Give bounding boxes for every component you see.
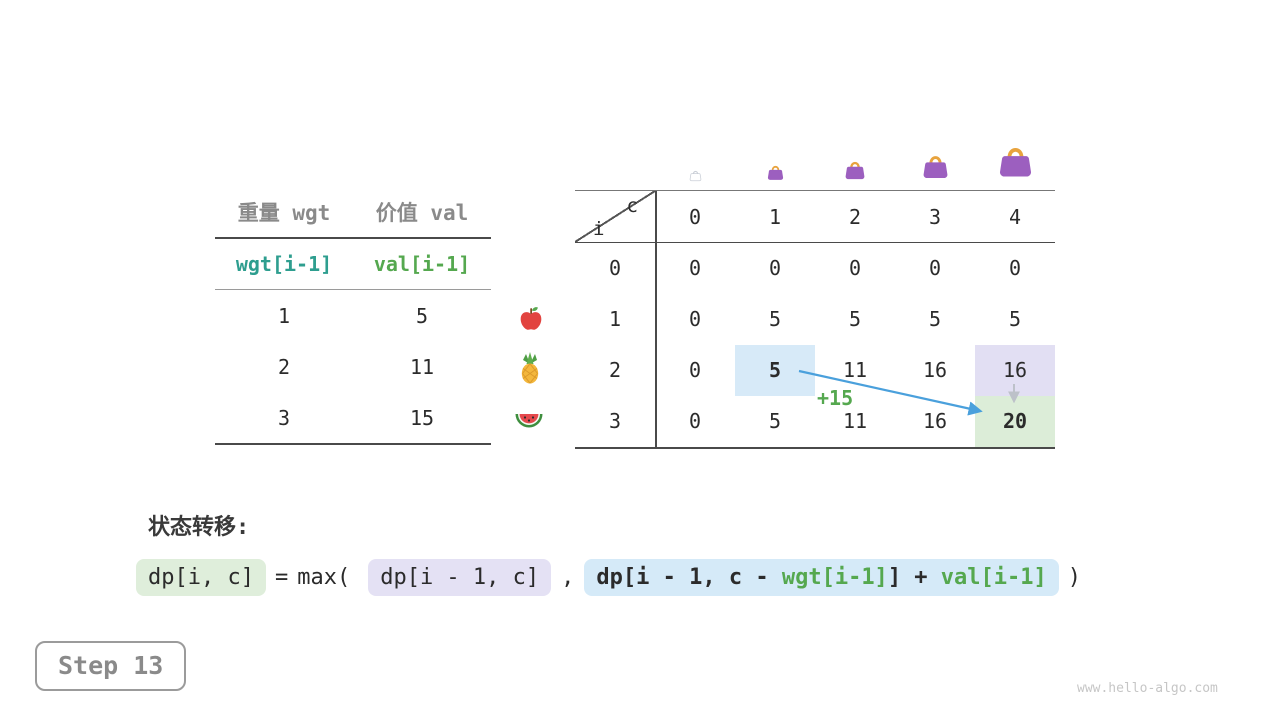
item-value: 11 — [409, 354, 435, 379]
dp-row-header: 3 — [608, 409, 622, 433]
dp-cell: 0 — [688, 409, 702, 433]
dp-cell-source-highlight: 5 — [735, 345, 815, 396]
formula-val-term: val[i-1] — [940, 565, 1047, 590]
bag-slot-2 — [815, 157, 895, 186]
dp-cell: 16 — [922, 409, 948, 433]
row-variable-label: i — [593, 218, 605, 240]
apple-icon — [520, 307, 542, 330]
item-weight: 3 — [277, 405, 291, 430]
dp-cell: 0 — [848, 256, 862, 280]
bag-large-icon — [923, 156, 947, 179]
dp-table: c i 0 1 2 3 4 0 0 0 0 0 0 1 0 5 5 5 5 2 — [575, 190, 1055, 449]
formula-max-open: max( — [297, 565, 351, 590]
corner-diagonal — [575, 191, 655, 242]
items-table: 重量 wgt 价值 val wgt[i-1] val[i-1] 1 5 2 11… — [215, 187, 491, 445]
dp-cell: 16 — [922, 358, 948, 382]
formula-lhs: dp[i, c] — [136, 559, 266, 596]
dp-cell: 11 — [842, 409, 868, 433]
dp-row-header: 0 — [608, 256, 622, 280]
dp-cell: 5 — [768, 409, 782, 433]
dp-row-header: 2 — [608, 358, 622, 382]
plus-value-label: +15 — [817, 386, 854, 410]
dp-cell-result-highlight: 20 — [975, 396, 1055, 447]
capacity-bags-row — [655, 126, 1055, 186]
bag-ghost-icon — [689, 170, 701, 182]
dp-table-header-row: c i 0 1 2 3 4 — [575, 191, 1055, 243]
val-formula-cell: val[i-1] — [373, 252, 471, 276]
dp-cell: 5 — [848, 307, 862, 331]
dp-cell: 5 — [768, 307, 782, 331]
pineapple-icon — [521, 352, 539, 384]
bag-slot-4 — [975, 140, 1055, 186]
dp-cell: 0 — [1008, 256, 1022, 280]
step-indicator: Step 13 — [35, 641, 187, 691]
items-col-weight-header: 重量 wgt — [237, 201, 331, 225]
items-table-row: 1 5 — [215, 290, 491, 341]
watermelon-icon — [515, 414, 543, 428]
formula-arg1: dp[i - 1, c] — [368, 559, 552, 596]
transition-formula: dp[i, c] = max( dp[i - 1, c] , dp[i - 1,… — [136, 559, 1081, 596]
dp-cell-compare-highlight: 16 — [975, 345, 1055, 396]
wgt-formula-cell: wgt[i-1] — [235, 252, 333, 276]
formula-comma: , — [561, 565, 575, 590]
dp-col-header: 2 — [848, 205, 862, 229]
dp-cell: 0 — [768, 256, 782, 280]
dp-corner-cell: c i — [575, 191, 655, 242]
watermark: www.hello-algo.com — [1077, 681, 1218, 696]
dp-row-0: 0 0 0 0 0 0 — [575, 243, 1055, 294]
formula-arg2: dp[i - 1, c - wgt[i-1]] + val[i-1] — [584, 559, 1059, 596]
bag-medium-icon — [845, 161, 865, 180]
items-table-row: 2 11 — [215, 341, 491, 392]
item-weight: 2 — [277, 354, 291, 379]
bag-slot-1 — [735, 162, 815, 186]
items-col-value-header: 价值 val — [375, 201, 469, 225]
dp-row-header: 1 — [608, 307, 622, 331]
dp-row-1: 1 0 5 5 5 5 — [575, 294, 1055, 345]
bag-small-icon — [767, 165, 783, 180]
dp-col-header: 3 — [928, 205, 942, 229]
formula-close-paren: ) — [1067, 565, 1082, 590]
col-variable-label: c — [626, 195, 638, 217]
formula-equals: = — [274, 565, 289, 590]
items-table-formula-row: wgt[i-1] val[i-1] — [215, 239, 491, 290]
items-table-header-row: 重量 wgt 价值 val — [215, 187, 491, 239]
dp-cell: 0 — [688, 256, 702, 280]
bag-xlarge-icon — [999, 148, 1031, 177]
dp-col-header: 0 — [688, 205, 702, 229]
items-table-row: 3 15 — [215, 392, 491, 443]
dp-col-header: 4 — [1008, 205, 1022, 229]
dp-row-3: 3 0 5 11 16 20 — [575, 396, 1055, 447]
dp-table-vertical-divider — [655, 191, 657, 447]
formula-wgt-term: wgt[i-1] — [781, 565, 888, 590]
dp-col-header: 1 — [768, 205, 782, 229]
item-value: 15 — [409, 405, 435, 430]
dp-row-2: 2 0 5 11 16 16 — [575, 345, 1055, 396]
bag-slot-3 — [895, 150, 975, 186]
transition-title: 状态转移: — [148, 515, 250, 540]
dp-cell: 5 — [1008, 307, 1022, 331]
dp-cell: 0 — [688, 307, 702, 331]
item-weight: 1 — [277, 303, 291, 328]
dp-cell: 0 — [688, 358, 702, 382]
dp-cell: 0 — [928, 256, 942, 280]
item-value: 5 — [415, 303, 429, 328]
dp-cell: 5 — [928, 307, 942, 331]
bag-slot-0 — [655, 168, 735, 186]
